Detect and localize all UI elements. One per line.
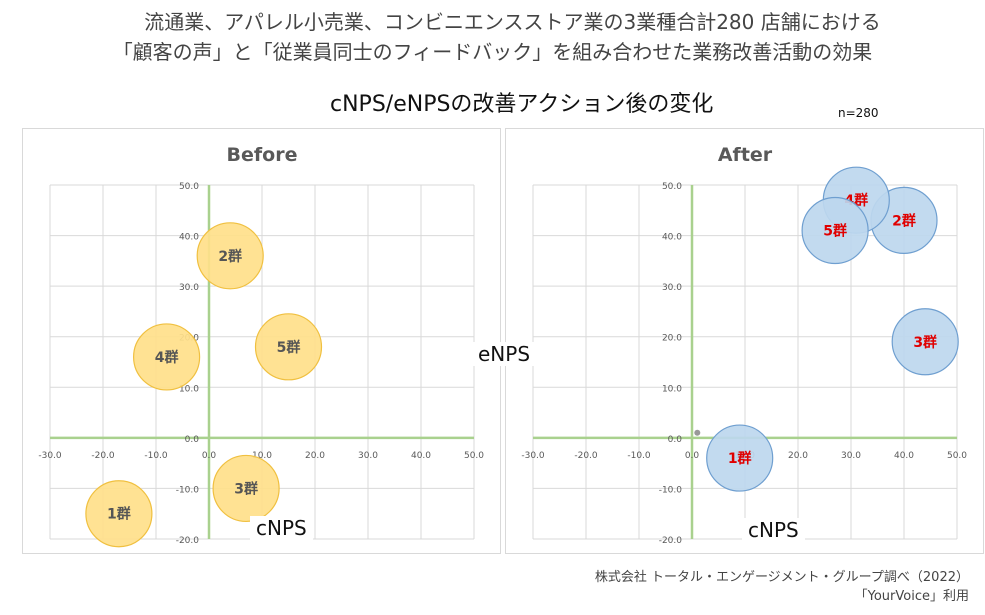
before-bubble: [133, 323, 201, 391]
after-point-label: 2群: [892, 212, 916, 229]
after-y-tick: -20.0: [659, 536, 683, 546]
after-x-tick: 30.0: [841, 451, 861, 461]
before-bubble: [196, 222, 264, 290]
source-credit: 株式会社 トータル・エンゲージメント・グループ調べ（2022）: [594, 570, 969, 585]
before-x-tick: -30.0: [38, 451, 62, 461]
title-line-2: 「顧客の声」と「従業員同士のフィードバック」を組み合わせた業務改善活動の効果: [112, 40, 873, 64]
after-y-tick: 0.0: [668, 435, 683, 445]
after-point: 3群: [891, 308, 959, 376]
before-point-label: 4群: [155, 349, 179, 366]
before-y-tick: 50.0: [179, 182, 199, 192]
before-y-tick: 40.0: [179, 233, 199, 243]
after-point-label: 5群: [823, 223, 847, 240]
after-x-tick: -20.0: [574, 451, 598, 461]
after-chart: After -30.0 -20.0 -10.0 0.0 10.0 20.0 30.0 40.0 5…: [521, 144, 967, 546]
title-line-1: 流通業、アパレル小売業、コンビニエンスストア業の3業種合計280 店舗における: [144, 10, 881, 34]
before-point-label: 2群: [218, 248, 242, 265]
before-point: 3群: [212, 454, 280, 523]
chart-subtitle: cNPS/eNPSの改善アクション後の変化: [330, 92, 714, 117]
before-point: 5群: [254, 313, 323, 381]
after-y-tick: 10.0: [662, 384, 682, 394]
after-x-tick: -10.0: [627, 451, 651, 461]
before-y-tick: 10.0: [179, 384, 199, 394]
before-x-tick: 50.0: [464, 451, 484, 461]
after-x-axis-label: cNPS: [742, 518, 805, 542]
before-title: Before: [227, 144, 298, 166]
before-point-label: 1群: [107, 506, 131, 523]
before-y-tick: 0.0: [185, 435, 200, 445]
before-chart: Before -30.0 -20.0 -10.0 0.0 10.0 20.0 30.0 40.0…: [38, 144, 484, 548]
before-y-tick: 30.0: [179, 283, 199, 293]
before-chart-panel: Before -30.0 -20.0 -10.0 0.0 10.0 20.0 30.0 40.0…: [22, 128, 501, 554]
after-x-tick: 40.0: [894, 451, 914, 461]
before-point-label: 5群: [277, 339, 301, 356]
after-y-tick: -10.0: [659, 485, 683, 495]
before-point: 1群: [85, 480, 153, 548]
after-title: After: [718, 144, 773, 166]
before-x-tick: 20.0: [305, 451, 325, 461]
before-y-tick: -20.0: [176, 536, 200, 546]
before-point: 4群: [133, 323, 201, 391]
after-bubble: [706, 424, 774, 492]
after-point-label: 3群: [913, 334, 937, 351]
before-bubble: [254, 313, 323, 381]
after-x-tick: -30.0: [521, 451, 545, 461]
before-x-tick: 40.0: [411, 451, 431, 461]
after-y-tick: 50.0: [662, 182, 682, 192]
before-point: 2群: [196, 222, 264, 290]
y-axis-label: eNPS: [472, 342, 537, 366]
source-tool: 「YourVoice」利用: [854, 589, 969, 604]
after-y-tick: 40.0: [662, 233, 682, 243]
after-marker: [694, 429, 701, 436]
after-y-tick: 20.0: [662, 334, 682, 344]
before-bubble: [85, 480, 153, 548]
before-x-tick: -20.0: [91, 451, 115, 461]
after-x-tick: 50.0: [947, 451, 967, 461]
after-x-tick: 0.0: [685, 451, 700, 461]
after-y-tick: 30.0: [662, 283, 682, 293]
before-x-tick: -10.0: [144, 451, 168, 461]
before-bubble: [212, 454, 280, 523]
after-point: 5群: [801, 196, 869, 265]
after-chart-panel: After -30.0 -20.0 -10.0 0.0 10.0 20.0 30.0 40.0 5…: [505, 128, 984, 554]
after-bubble: [801, 196, 869, 265]
before-x-tick: 10.0: [252, 451, 272, 461]
before-x-tick: 0.0: [202, 451, 217, 461]
after-bubble: [891, 308, 959, 376]
before-point-label: 3群: [234, 480, 258, 497]
before-x-tick: 30.0: [358, 451, 378, 461]
after-point-label: 1群: [728, 450, 752, 467]
after-x-tick: 20.0: [788, 451, 808, 461]
after-point: 1群: [706, 424, 774, 492]
sample-size: n=280: [838, 106, 879, 120]
before-y-tick: -10.0: [176, 485, 200, 495]
before-x-axis-label: cNPS: [250, 516, 313, 540]
